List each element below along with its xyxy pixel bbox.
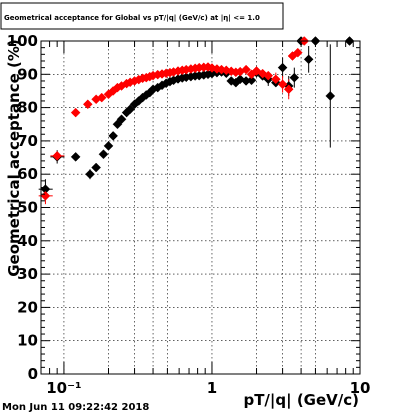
black-series-point: [103, 141, 114, 151]
y-tick-label: 60: [17, 165, 38, 183]
black-series-point: [108, 131, 118, 141]
black-series-point: [116, 114, 127, 125]
black-series-point: [98, 149, 109, 160]
black-series-point: [70, 152, 81, 162]
y-axis-title: Geometrical acceptance (%): [5, 39, 23, 277]
black-series-point: [246, 75, 257, 86]
x-tick-label: 10⁻¹: [46, 379, 81, 397]
red-series-point: [263, 70, 274, 81]
red-series-point: [40, 190, 51, 201]
y-tick-label: 90: [17, 65, 38, 83]
red-series-point: [82, 99, 93, 110]
y-tick-label: 50: [17, 199, 38, 217]
x-tick-label: 1: [207, 379, 217, 397]
plot-frame: [40, 40, 361, 375]
black-series-point: [289, 72, 300, 83]
black-series-point: [325, 91, 336, 101]
grid-lines: [41, 41, 360, 374]
y-tick-label: 80: [17, 99, 38, 117]
y-tick-label: 40: [17, 232, 38, 250]
red-series-point: [70, 107, 81, 118]
x-axis-title: pT/|q| (GeV/c): [243, 391, 359, 410]
y-tick-label: 30: [17, 265, 38, 283]
red-series-point: [292, 47, 303, 58]
y-tick-label: 10: [17, 332, 38, 350]
x-tick-label: 10: [350, 379, 371, 397]
timestamp: Mon Jun 11 09:22:42 2018: [2, 402, 149, 413]
title-box: [0, 2, 284, 30]
chart-title: Geometrical acceptance for Global vs pT/…: [4, 14, 260, 23]
y-tick-label: 20: [17, 298, 38, 316]
red-series-point: [277, 79, 288, 90]
black-series-point: [125, 104, 135, 115]
axis-ticks: [40, 40, 361, 375]
red-series-point: [283, 84, 294, 95]
y-tick-label: 0: [28, 365, 38, 383]
black-series-point: [277, 62, 288, 73]
red-series-point: [96, 92, 107, 103]
red-series-point: [270, 74, 281, 85]
red-series-point: [52, 151, 63, 161]
y-tick-label: 100: [7, 32, 38, 50]
black-series-point: [85, 169, 95, 180]
black-series-point: [91, 162, 101, 173]
data-markers: [40, 36, 355, 201]
black-series-point: [303, 54, 314, 65]
tick-labels: 0 10 20 30 40 50 60 70 80 90 100 10⁻¹ 1 10: [7, 32, 371, 397]
y-tick-label: 70: [17, 132, 38, 150]
red-series-point: [241, 64, 251, 75]
